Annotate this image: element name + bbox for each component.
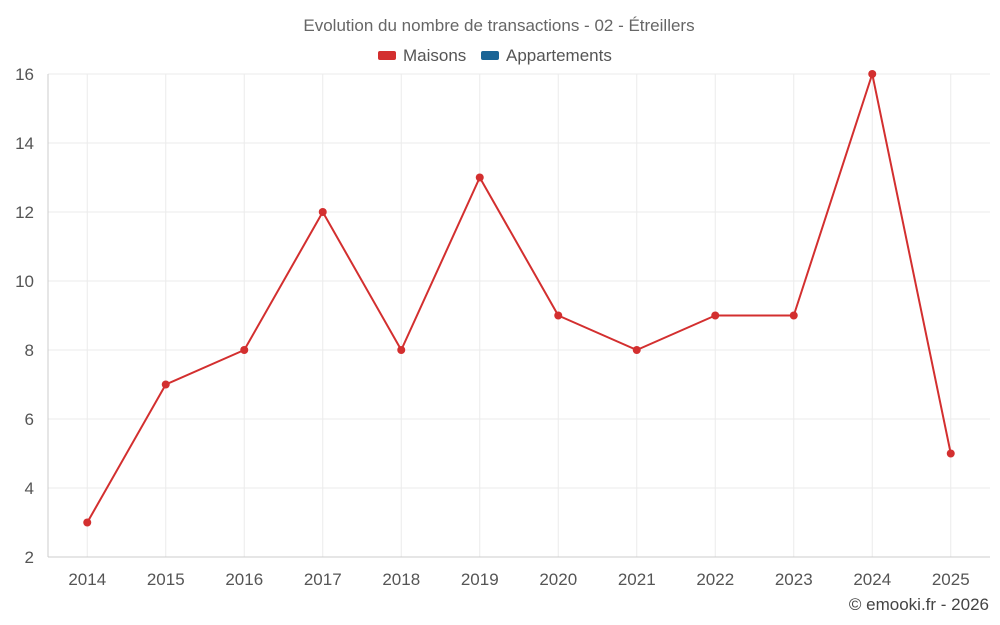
x-tick-label: 2023 <box>775 570 813 589</box>
data-point-2022[interactable] <box>711 311 720 320</box>
y-tick-label: 4 <box>25 479 34 498</box>
y-tick-label: 2 <box>25 548 34 567</box>
legend: Maisons Appartements <box>378 46 612 65</box>
x-tick-label: 2025 <box>932 570 970 589</box>
data-point-2019[interactable] <box>475 173 484 182</box>
legend-item-maisons[interactable]: Maisons <box>378 46 466 65</box>
data-point-2018[interactable] <box>397 346 406 354</box>
legend-label-maisons: Maisons <box>403 46 466 65</box>
x-axis-ticks: 2014 2015 2016 2017 2018 2019 2020 2021 2022 2023… <box>68 570 969 589</box>
data-point-2014[interactable] <box>83 518 92 527</box>
series <box>83 70 955 527</box>
data-point-2020[interactable] <box>554 311 563 320</box>
data-point-2025[interactable] <box>946 449 955 458</box>
y-tick-label: 14 <box>15 134 34 153</box>
x-tick-label: 2020 <box>539 570 577 589</box>
legend-label-appartements: Appartements <box>506 46 612 65</box>
x-tick-label: 2014 <box>68 570 106 589</box>
data-point-2024[interactable] <box>868 70 877 78</box>
x-tick-label: 2016 <box>225 570 263 589</box>
x-tick-label: 2017 <box>304 570 342 589</box>
data-point-2017[interactable] <box>318 208 327 216</box>
y-tick-label: 6 <box>25 410 34 429</box>
x-tick-label: 2021 <box>618 570 656 589</box>
data-point-2021[interactable] <box>632 346 641 354</box>
x-tick-label: 2022 <box>696 570 734 589</box>
y-tick-label: 12 <box>15 203 34 222</box>
y-tick-label: 8 <box>25 341 34 360</box>
y-tick-label: 10 <box>15 272 34 291</box>
x-tick-label: 2019 <box>461 570 499 589</box>
series-line-maisons <box>86 73 952 523</box>
legend-item-appartements[interactable]: Appartements <box>481 46 612 65</box>
data-point-2016[interactable] <box>240 346 249 354</box>
y-tick-label: 16 <box>15 65 34 84</box>
legend-swatch-appartements <box>481 51 499 60</box>
x-tick-label: 2024 <box>853 570 891 589</box>
chart-title: Evolution du nombre de transactions - 02… <box>303 16 694 35</box>
data-point-2015[interactable] <box>161 380 170 389</box>
x-tick-label: 2015 <box>147 570 185 589</box>
y-axis-ticks: 2 4 6 8 10 12 14 16 <box>15 65 34 567</box>
x-tick-label: 2018 <box>382 570 420 589</box>
credit: © emooki.fr - 2026 <box>849 595 989 614</box>
legend-swatch-maisons <box>378 51 396 60</box>
data-point-2023[interactable] <box>789 311 798 320</box>
